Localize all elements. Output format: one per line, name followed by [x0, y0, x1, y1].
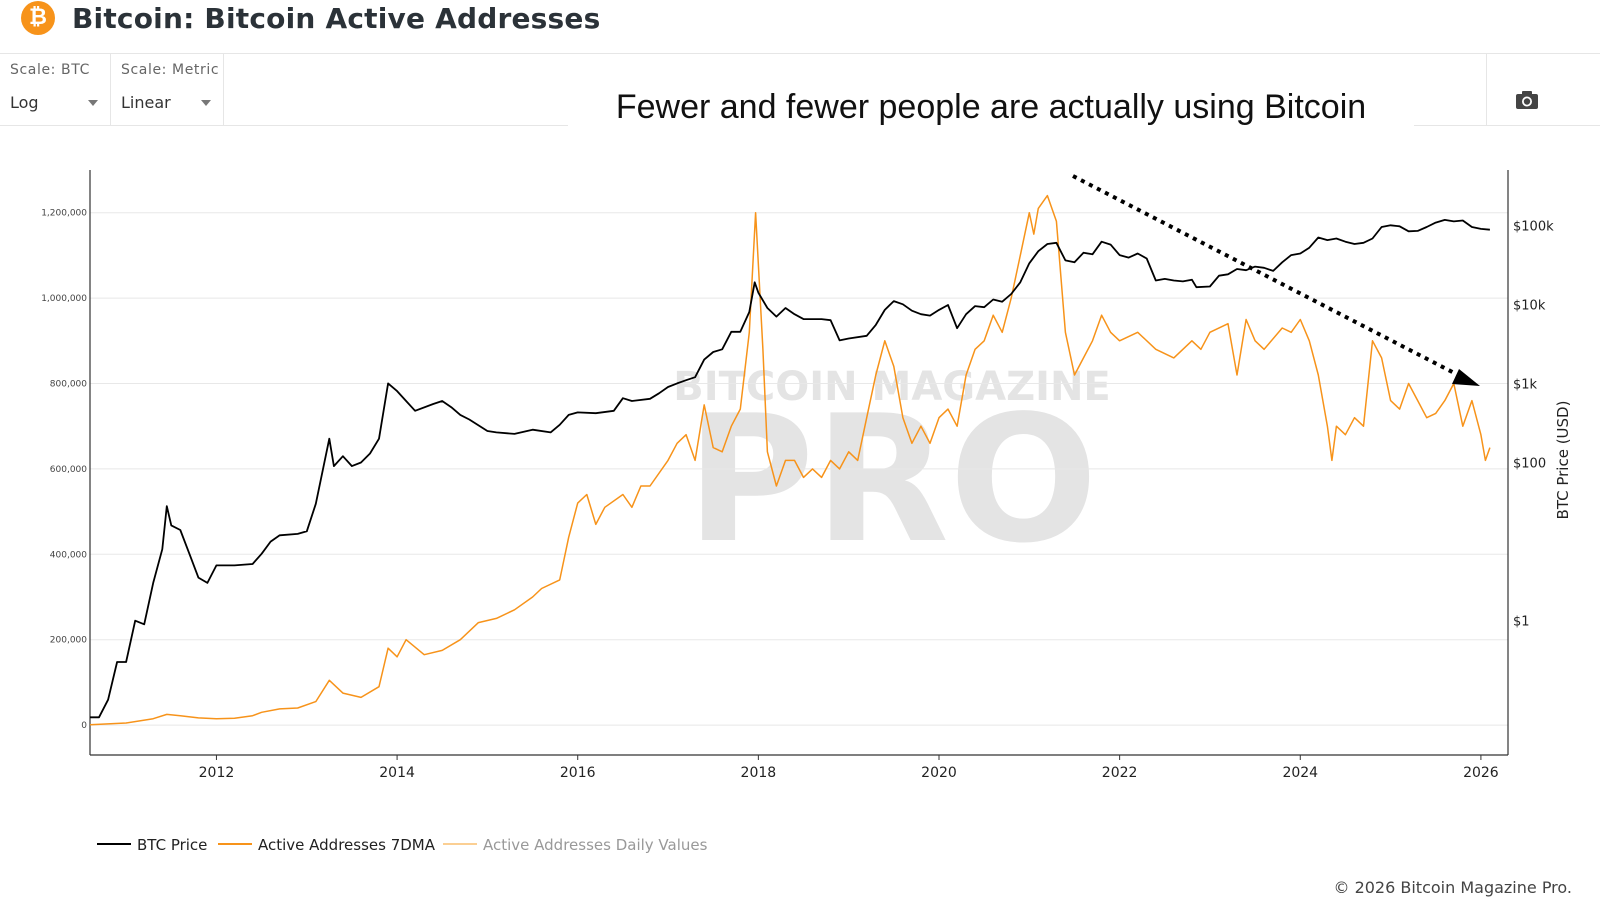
chart-axes — [89, 170, 1509, 756]
x-tick-label: 2016 — [560, 765, 596, 781]
chart-annotation-text: Fewer and fewer people are actually usin… — [568, 88, 1414, 127]
screenshot-button[interactable] — [1486, 54, 1600, 125]
y-right-tick-label: $100k — [1513, 219, 1554, 234]
y-left-tick-label: 600,000 — [50, 465, 87, 475]
x-tick-label: 2024 — [1282, 765, 1318, 781]
y-right-axis-label: BTC Price (USD) — [1554, 401, 1572, 520]
chevron-down-icon — [88, 100, 98, 106]
legend-label: Active Addresses Daily Values — [483, 836, 708, 854]
y-right-tick-label: $1k — [1513, 377, 1538, 392]
scale-btc-dropdown[interactable]: Scale: BTC Log — [0, 54, 111, 125]
x-tick-label: 2014 — [379, 765, 415, 781]
x-tick-label: 2012 — [199, 765, 235, 781]
chart-ticks: 0 200,000 400,000 600,000 800,000 1,000,000 1,… — [41, 209, 1572, 781]
x-tick-label: 2020 — [921, 765, 957, 781]
x-tick-label: 2022 — [1102, 765, 1138, 781]
scale-metric-dropdown[interactable]: Scale: Metric Linear — [111, 54, 224, 125]
legend-item-btc-price[interactable]: BTC Price — [97, 836, 207, 854]
y-left-tick-label: 200,000 — [50, 636, 87, 646]
chevron-down-icon — [201, 100, 211, 106]
camera-icon — [1516, 91, 1538, 109]
watermark-main-text: PRO — [686, 379, 1098, 582]
legend-item-active-7dma[interactable]: Active Addresses 7DMA — [218, 836, 435, 854]
trend-arrow — [1072, 174, 1480, 386]
legend-swatch — [218, 842, 252, 845]
scale-btc-label: Scale: BTC — [10, 62, 90, 78]
y-right-tick-label: $100 — [1513, 457, 1546, 472]
page-title: Bitcoin: Bitcoin Active Addresses — [72, 2, 601, 35]
y-left-tick-label: 1,200,000 — [41, 209, 87, 219]
scale-metric-value: Linear — [121, 93, 171, 112]
trend-arrow-head — [1452, 369, 1480, 386]
page-header: ₿ Bitcoin: Bitcoin Active Addresses — [0, 0, 1600, 54]
legend-item-active-daily[interactable]: Active Addresses Daily Values — [443, 836, 707, 854]
y-left-tick-label: 800,000 — [50, 380, 87, 390]
y-left-tick-label: 400,000 — [50, 550, 87, 560]
y-left-tick-label: 0 — [81, 721, 87, 731]
scale-metric-label: Scale: Metric — [121, 62, 220, 78]
trend-arrow-line — [1072, 174, 1463, 379]
legend-label: BTC Price — [137, 836, 208, 854]
x-tick-label: 2018 — [741, 765, 777, 781]
watermark-top-text: BITCOIN MAGAZINE — [673, 364, 1111, 410]
bitcoin-logo-icon: ₿ — [21, 1, 55, 35]
scale-btc-value: Log — [10, 93, 39, 112]
legend-swatch — [443, 842, 477, 845]
series-active-addresses-7dma-line — [89, 194, 1491, 726]
y-right-tick-label: $1 — [1513, 615, 1530, 630]
y-left-tick-label: 1,000,000 — [41, 294, 87, 304]
y-right-tick-label: $10k — [1513, 298, 1546, 313]
series-btc-price-line — [90, 219, 1490, 719]
legend-label: Active Addresses 7DMA — [258, 836, 436, 854]
x-tick-label: 2026 — [1463, 765, 1499, 781]
legend-swatch — [97, 842, 131, 845]
copyright-text: © 2026 Bitcoin Magazine Pro. — [1333, 878, 1572, 897]
chart-series — [89, 194, 1491, 726]
